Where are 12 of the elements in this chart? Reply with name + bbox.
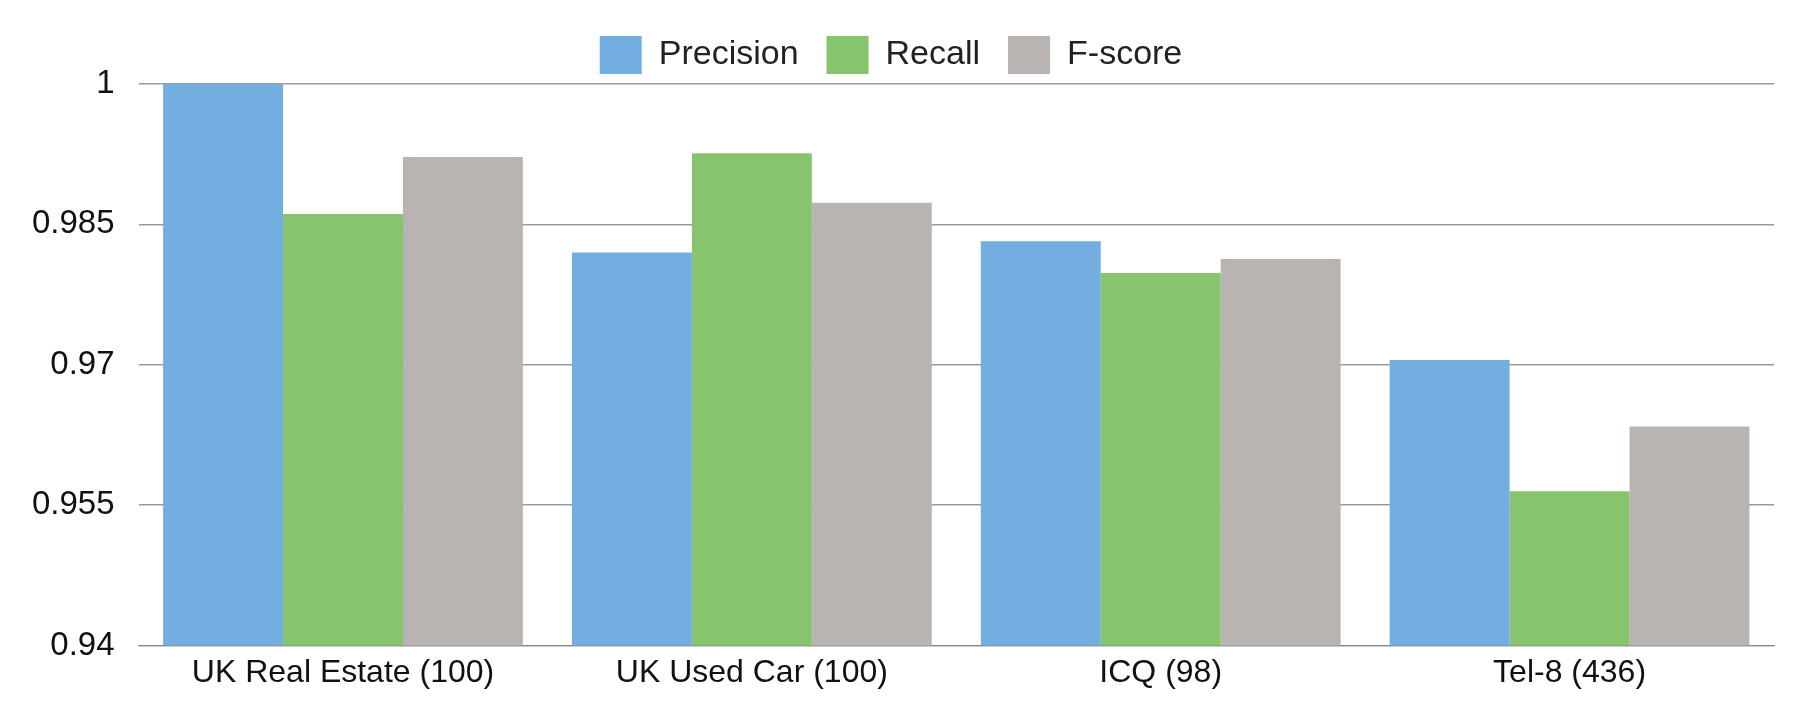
legend-label: Precision — [658, 33, 799, 72]
x-tick-label: ICQ (98) — [1099, 652, 1223, 689]
y-tick-label: 0.94 — [50, 624, 115, 662]
legend-label: F-score — [1067, 33, 1183, 72]
x-tick-label: UK Real Estate (100) — [191, 652, 495, 689]
y-tick-label: 0.985 — [31, 203, 115, 241]
y-tick-label: 0.955 — [31, 484, 115, 522]
legend-label: Recall — [885, 33, 981, 72]
x-tick-label: UK Used Car (100) — [615, 652, 888, 689]
y-tick-label: 0.97 — [50, 343, 115, 381]
x-tick-label: Tel-8 (436) — [1493, 652, 1647, 689]
y-tick-label: 1 — [96, 63, 115, 101]
